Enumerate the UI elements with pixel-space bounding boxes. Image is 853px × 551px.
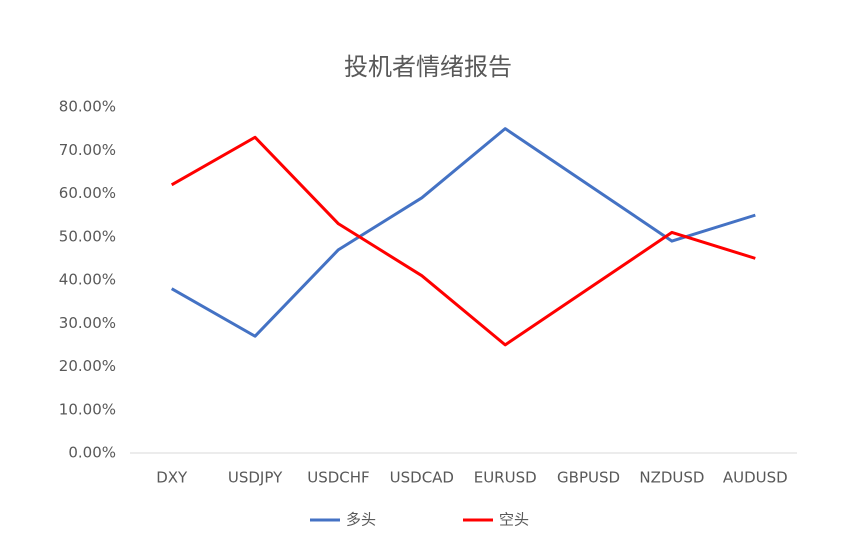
x-tick-label: EURUSD (474, 469, 537, 487)
chart-title: 投机者情绪报告 (344, 53, 512, 81)
x-tick-label: DXY (156, 469, 188, 487)
y-tick-label: 0.00% (68, 444, 116, 462)
x-tick-label: USDJPY (228, 469, 283, 487)
y-tick-label: 40.00% (59, 271, 116, 289)
y-tick-label: 80.00% (59, 98, 116, 116)
x-tick-label: USDCHF (307, 469, 369, 487)
legend-label: 多头 (346, 511, 376, 529)
y-tick-label: 50.00% (59, 227, 116, 245)
x-tick-label: NZDUSD (639, 469, 704, 487)
series-line (170, 127, 756, 338)
series-line (170, 135, 756, 347)
y-tick-label: 60.00% (59, 184, 116, 202)
x-tick-label: GBPUSD (557, 469, 620, 487)
x-tick-label: USDCAD (390, 469, 454, 487)
y-tick-label: 30.00% (59, 314, 116, 332)
x-tick-label: AUDUSD (723, 469, 788, 487)
y-tick-label: 20.00% (59, 357, 116, 375)
y-tick-label: 10.00% (59, 400, 116, 418)
y-tick-label: 70.00% (59, 141, 116, 159)
legend-label: 空头 (499, 511, 529, 529)
